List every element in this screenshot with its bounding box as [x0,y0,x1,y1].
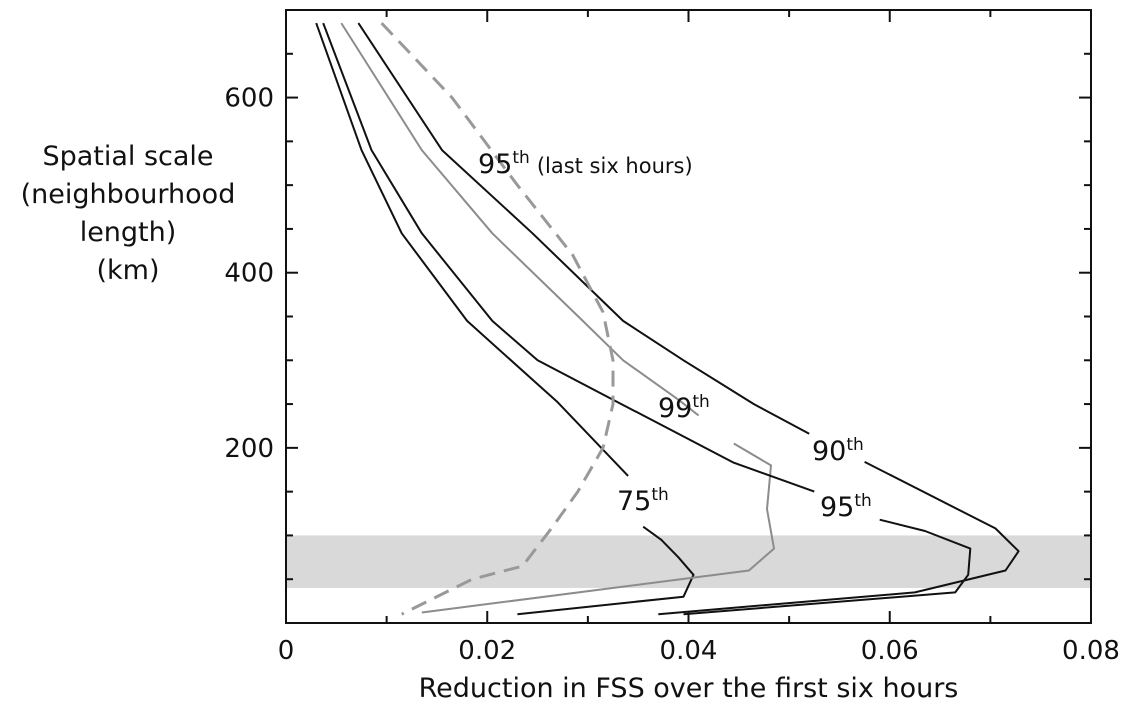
series-line [421,442,775,614]
series-line [517,525,695,616]
x-tick-label: 0.08 [1062,636,1120,666]
series-line [340,22,700,417]
series-line [315,22,629,477]
y-tick-label: 600 [224,84,274,114]
x-tick-label: 0.02 [458,636,516,666]
series-line [357,22,810,435]
y-axis-label-line-3: length) [79,217,177,248]
y-axis-label: Spatial scale (neighbourhood length) (km… [0,138,256,290]
series-line [322,22,815,493]
series-line [683,518,972,616]
series-label: 75th [617,485,669,517]
y-tick-label: 200 [224,434,274,464]
tick-layer: 0 0.02 0.04 0.06 0.08 200 400 600 [224,10,1120,666]
y-axis-label-line-2: (neighbourhood [20,179,236,210]
series-label: 95th [820,491,872,523]
x-tick-label: 0 [278,636,295,666]
series-line [658,461,1020,616]
y-tick-label: 400 [224,259,274,289]
y-axis-label-line-4: (km) [96,255,160,286]
x-tick-label: 0.04 [660,636,718,666]
series-layer [315,22,1020,616]
x-tick-label: 0.06 [861,636,919,666]
x-axis-label: Reduction in FSS over the first six hour… [418,673,959,704]
plot-frame [285,9,1092,624]
series-label: 90th [812,435,864,467]
series-line [380,22,615,616]
y-axis-label-line-1: Spatial scale [42,141,214,172]
series-label-layer: 75th 99th 95th 90th 95th (last six hours) [478,148,872,523]
series-label: 99th [658,392,710,424]
series-label: 95th (last six hours) [478,148,693,180]
